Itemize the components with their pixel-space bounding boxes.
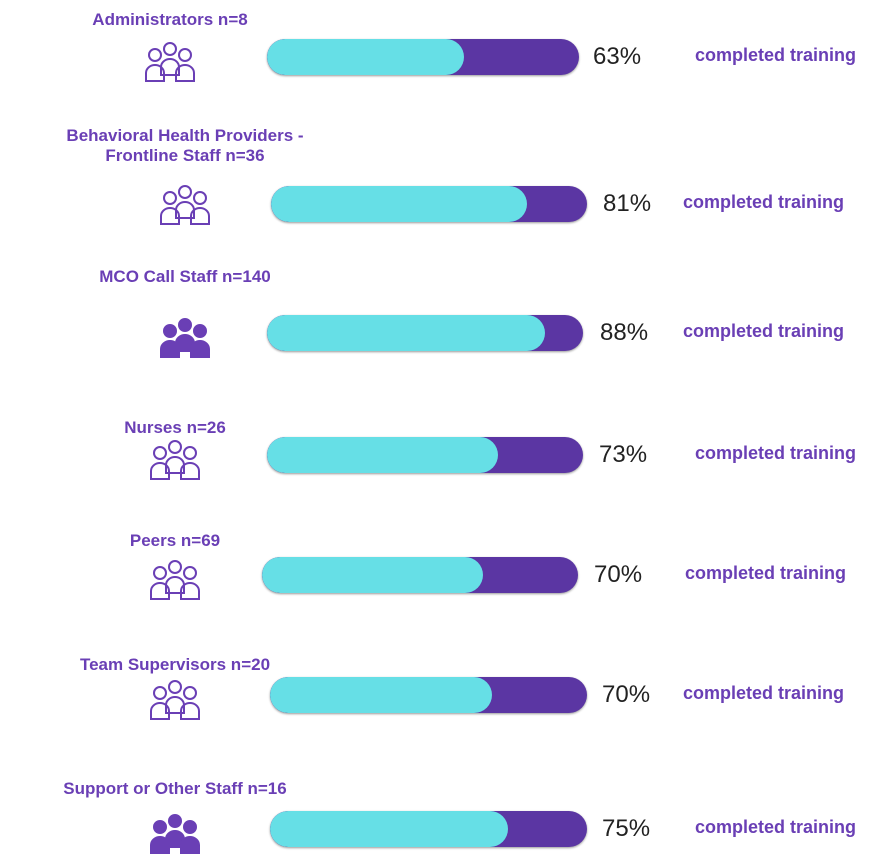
bar-track — [267, 437, 583, 473]
bar-track — [262, 557, 578, 593]
bar — [270, 811, 508, 847]
bar-track — [271, 186, 587, 222]
value-label: 75% — [602, 815, 651, 842]
bar — [271, 186, 527, 222]
value-label: 70% — [594, 561, 643, 588]
category-label: Peers n=69 — [129, 531, 221, 550]
annotation: completed training — [683, 683, 845, 703]
annotation: completed training — [695, 443, 857, 463]
category-label: MCO Call Staff n=140 — [99, 267, 271, 286]
annotation: completed training — [683, 321, 845, 341]
icon — [160, 185, 210, 225]
bar-track — [267, 39, 579, 75]
annotation: completed training — [683, 192, 845, 212]
annotation: completed training — [685, 563, 847, 583]
value-label: 73% — [599, 441, 648, 468]
bar — [262, 557, 484, 593]
annotation: completed training — [695, 45, 857, 65]
icon — [150, 680, 200, 720]
value-label: 63% — [593, 43, 642, 70]
icon — [160, 318, 210, 358]
bar — [267, 315, 546, 351]
value-label: 81% — [603, 190, 652, 217]
bar — [270, 677, 492, 713]
icon — [150, 814, 200, 854]
category-label: Support or Other Staff n=16 — [63, 779, 287, 798]
category-label: Nurses n=26 — [124, 418, 226, 437]
category-label: Administrators n=8 — [92, 10, 248, 29]
bar-track — [270, 811, 587, 847]
bar — [267, 39, 464, 75]
category-label: Team Supervisors n=20 — [79, 655, 271, 674]
bar-track — [270, 677, 587, 713]
value-label: 70% — [602, 681, 651, 708]
category-label: Behavioral Health Providers - Frontline … — [66, 126, 304, 165]
annotation: completed training — [695, 817, 857, 837]
icon — [150, 440, 200, 480]
value-label: 88% — [600, 319, 649, 346]
bar-track — [267, 315, 583, 351]
icon — [145, 42, 195, 82]
icon — [150, 560, 200, 600]
bar — [267, 437, 498, 473]
